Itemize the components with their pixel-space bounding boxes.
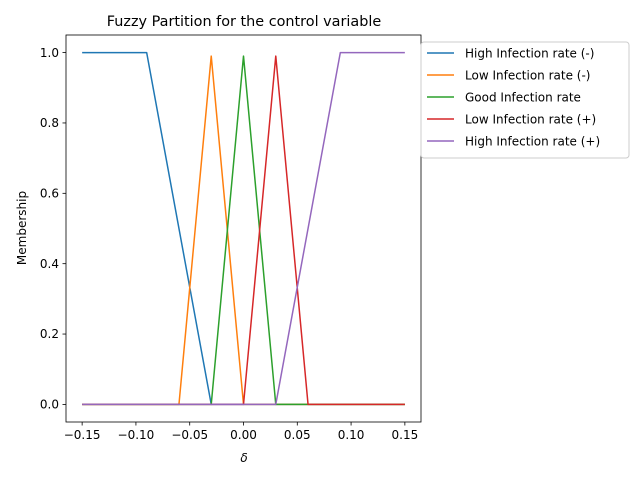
chart-title: Fuzzy Partition for the control variable	[107, 14, 382, 30]
x-tick-label: 0.00	[230, 428, 257, 442]
legend-label-4: High Infection rate (+)	[465, 134, 600, 148]
y-tick-label: 0.4	[40, 257, 59, 271]
series-line-0	[82, 51, 405, 406]
legend-label-1: Low Infection rate (-)	[465, 68, 590, 82]
y-tick-label: 0.6	[40, 187, 59, 201]
series-line-1	[82, 55, 405, 406]
axes-frame	[65, 34, 422, 423]
series-lines	[82, 51, 405, 406]
y-tick-label: 0.0	[40, 398, 59, 412]
series-line-3	[82, 55, 405, 406]
x-tick-label: −0.05	[171, 428, 208, 442]
legend-frame	[420, 41, 630, 159]
x-ticks: −0.15 −0.10 −0.05 0.00 0.05 0.10 0.15	[64, 422, 418, 442]
y-tick-label: 1.0	[40, 46, 59, 60]
x-tick-label: −0.15	[64, 428, 101, 442]
x-tick-label: 0.05	[284, 428, 311, 442]
series-line-2	[82, 55, 405, 406]
x-axis-label: δ	[240, 451, 247, 465]
y-tick-label: 0.2	[40, 327, 59, 341]
y-axis-label: Membership	[15, 191, 29, 265]
series-line-4	[82, 51, 405, 406]
y-ticks: 0.0 0.2 0.4 0.6 0.8 1.0	[40, 46, 66, 412]
legend: High Infection rate (-) Low Infection rat…	[420, 41, 630, 159]
x-tick-label: 0.15	[392, 428, 419, 442]
legend-label-0: High Infection rate (-)	[465, 46, 594, 60]
x-tick-label: 0.10	[338, 428, 365, 442]
x-tick-label: −0.10	[118, 428, 155, 442]
y-tick-label: 0.8	[40, 116, 59, 130]
legend-label-2: Good Infection rate	[465, 90, 581, 104]
legend-label-3: Low Infection rate (+)	[465, 112, 596, 126]
